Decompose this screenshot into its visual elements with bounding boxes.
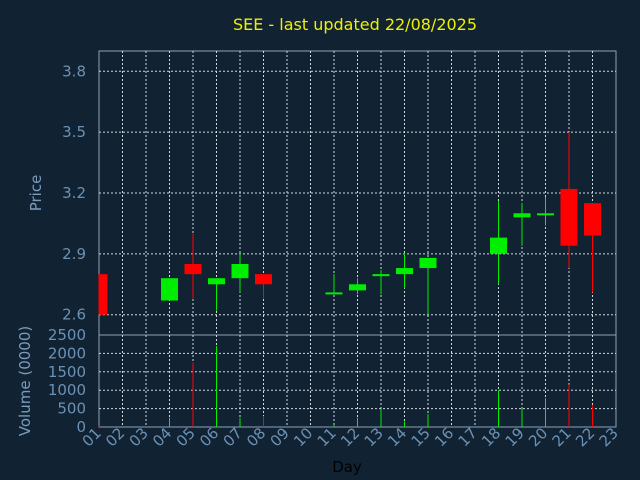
day-tick-label: 22 bbox=[572, 424, 598, 450]
candle-body bbox=[255, 274, 272, 285]
volume-y-tick-label: 1000 bbox=[48, 381, 86, 399]
candle bbox=[231, 253, 249, 293]
price-y-tick-label: 2.9 bbox=[62, 245, 86, 263]
candle-body bbox=[513, 213, 531, 218]
candle-body bbox=[231, 264, 249, 279]
day-tick-label: 12 bbox=[337, 424, 363, 450]
day-tick-label: 04 bbox=[149, 424, 175, 450]
candle-body bbox=[184, 264, 202, 275]
day-tick-label: 05 bbox=[173, 424, 199, 450]
candle bbox=[98, 274, 108, 315]
volume-y-tick-label: 0 bbox=[76, 418, 86, 436]
candle bbox=[396, 253, 413, 289]
candle bbox=[584, 203, 601, 293]
candle-body bbox=[396, 268, 413, 275]
volume-y-tick-label: 500 bbox=[57, 400, 86, 418]
volume-y-tick-label: 1500 bbox=[48, 363, 86, 381]
day-tick-labels: 0102030405060708091011121314151617181920… bbox=[79, 424, 622, 450]
candle bbox=[490, 201, 507, 285]
day-tick-label: 13 bbox=[361, 424, 387, 450]
price-y-tick-label: 3.8 bbox=[62, 62, 86, 80]
candle bbox=[513, 203, 531, 246]
candle bbox=[325, 274, 343, 295]
day-tick-label: 18 bbox=[478, 424, 504, 450]
day-tick-label: 16 bbox=[431, 424, 457, 450]
day-tick-label: 14 bbox=[384, 424, 410, 450]
candle-body bbox=[490, 237, 507, 254]
candle bbox=[560, 132, 578, 269]
candle-body bbox=[584, 203, 601, 236]
candle-body bbox=[372, 274, 390, 277]
candle-body bbox=[349, 284, 366, 291]
price-candles bbox=[98, 132, 601, 315]
day-tick-label: 17 bbox=[455, 424, 481, 450]
day-tick-label: 21 bbox=[549, 424, 575, 450]
day-tick-label: 15 bbox=[408, 424, 434, 450]
day-axis-title: Day bbox=[332, 458, 362, 476]
day-tick-label: 08 bbox=[243, 424, 269, 450]
day-tick-label: 07 bbox=[220, 424, 246, 450]
price-y-tick-labels: 2.6 2.9 3.2 3.5 3.8 bbox=[62, 62, 86, 323]
day-tick-label: 06 bbox=[196, 424, 222, 450]
candle-body bbox=[537, 213, 554, 216]
day-tick-label: 02 bbox=[102, 424, 128, 450]
candle-body bbox=[99, 274, 108, 315]
candle bbox=[372, 270, 390, 295]
candle bbox=[537, 197, 554, 226]
candle-body bbox=[560, 188, 578, 246]
candle-body bbox=[325, 292, 343, 295]
day-tick-label: 11 bbox=[314, 424, 340, 450]
day-tick-label: 10 bbox=[290, 424, 316, 450]
volume-y-tick-label: 2000 bbox=[48, 344, 86, 362]
candle bbox=[161, 278, 178, 301]
volume-bars bbox=[98, 346, 593, 427]
chart-title: SEE - last updated 22/08/2025 bbox=[233, 15, 477, 34]
price-y-tick-label: 3.2 bbox=[62, 184, 86, 202]
volume-y-tick-label: 2500 bbox=[48, 326, 86, 344]
candle-body bbox=[208, 278, 225, 285]
candle bbox=[255, 274, 272, 299]
day-tick-label: 23 bbox=[596, 424, 622, 450]
candle-body bbox=[161, 278, 178, 301]
volume-axis-title: Volume (0000) bbox=[16, 326, 34, 436]
day-tick-label: 20 bbox=[525, 424, 551, 450]
day-tick-label: 03 bbox=[126, 424, 152, 450]
price-y-tick-label: 2.6 bbox=[62, 306, 86, 324]
candle bbox=[208, 278, 225, 311]
candle-body bbox=[419, 257, 437, 269]
candle bbox=[349, 278, 366, 295]
day-tick-label: 09 bbox=[267, 424, 293, 450]
candle bbox=[184, 233, 202, 299]
candle bbox=[419, 257, 437, 315]
price-axis-title: Price bbox=[27, 175, 45, 212]
price-y-tick-label: 3.5 bbox=[62, 123, 86, 141]
day-tick-label: 19 bbox=[502, 424, 528, 450]
